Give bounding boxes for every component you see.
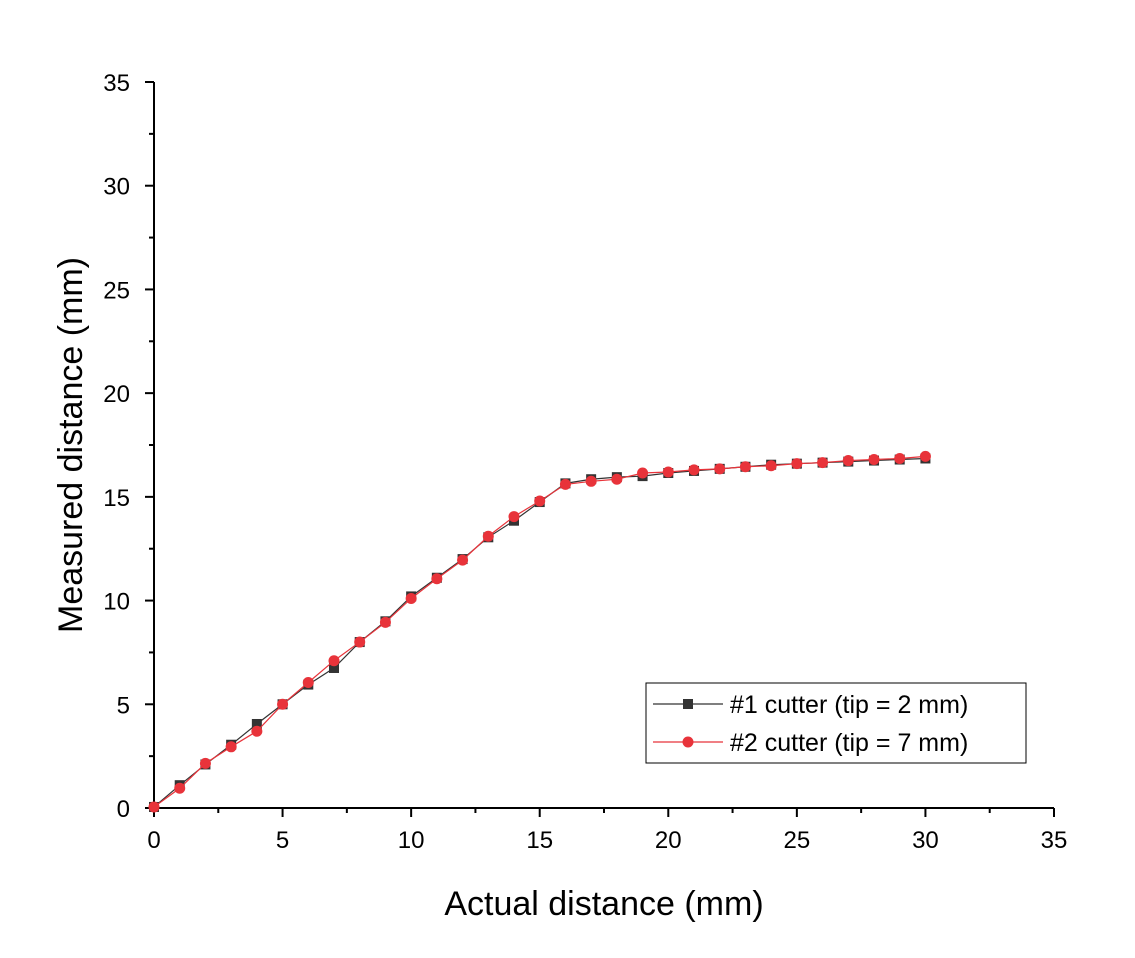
x-axis-title: Actual distance (mm) [444, 885, 763, 923]
series-layer [148, 450, 931, 813]
legend-item-1: #1 cutter (tip = 2 mm) [653, 691, 968, 719]
series-2-point [585, 475, 597, 487]
series-2-point [405, 592, 417, 604]
x-tick-label: 10 [398, 827, 425, 854]
legend-marker [683, 699, 693, 709]
series-2-point [637, 467, 649, 479]
y-tick-label: 0 [117, 796, 130, 823]
legend-label: #2 cutter (tip = 7 mm) [730, 729, 968, 757]
legend-item-2: #2 cutter (tip = 7 mm) [653, 729, 968, 757]
series-2-point [611, 473, 623, 485]
series-2-point [482, 530, 494, 542]
series-2-point [174, 782, 186, 794]
y-tick-label: 25 [103, 277, 130, 304]
series-2-point [894, 452, 906, 464]
y-tick-label: 35 [103, 70, 130, 97]
x-tick-label: 0 [147, 827, 160, 854]
series-2-point [714, 463, 726, 475]
series-2-point [379, 616, 391, 628]
y-tick-label: 10 [103, 589, 130, 616]
series-2-point [328, 655, 340, 667]
y-tick-label: 30 [103, 174, 130, 201]
x-tick-label: 20 [655, 827, 682, 854]
series-2 [148, 450, 931, 813]
series-2-point [225, 741, 237, 753]
y-tick-label: 5 [117, 692, 130, 719]
series-1-point [329, 662, 339, 673]
legend: #1 cutter (tip = 2 mm) #2 cutter (tip = 7… [645, 682, 1027, 764]
legend-label: #1 cutter (tip = 2 mm) [730, 691, 968, 719]
series-2-point [457, 554, 469, 566]
axes: 0 5 10 15 20 25 30 35 0 5 10 15 20 25 30 35 [103, 70, 1067, 854]
series-2-point [688, 464, 700, 476]
y-axis-ticks: 0 5 10 15 20 25 30 35 [103, 70, 154, 823]
series-1-point [251, 718, 262, 729]
series-2-point [765, 460, 777, 472]
y-axis-title: Measured distance (mm) [52, 257, 90, 633]
series-2-point [662, 466, 674, 478]
series-2-point [251, 725, 263, 737]
series-2-point [508, 511, 520, 523]
x-tick-label: 25 [784, 827, 811, 854]
legend-items: #1 cutter (tip = 2 mm) #2 cutter (tip = 7… [653, 691, 968, 757]
series-2-point [791, 458, 803, 470]
legend-marker [682, 736, 694, 748]
series-2-point [302, 677, 314, 689]
x-tick-label: 30 [912, 827, 939, 854]
series-2-point [534, 495, 546, 507]
y-tick-label: 15 [103, 485, 130, 512]
series-2-point [817, 457, 829, 469]
series-2-point [148, 801, 160, 813]
legend-box [645, 682, 1027, 764]
x-tick-label: 35 [1041, 827, 1068, 854]
series-2-point [919, 450, 931, 462]
y-tick-label: 20 [103, 381, 130, 408]
series-2-point [277, 698, 289, 710]
series-2-point [354, 636, 366, 648]
series-2-point [431, 573, 443, 585]
x-axis-ticks: 0 5 10 15 20 25 30 35 [147, 808, 1067, 854]
series-2-point [739, 461, 751, 473]
x-tick-label: 5 [276, 827, 289, 854]
series-2-point [868, 454, 880, 466]
series-2-point [559, 478, 571, 490]
series-2-point [199, 757, 211, 769]
x-tick-label: 15 [526, 827, 553, 854]
series-2-point [842, 455, 854, 467]
